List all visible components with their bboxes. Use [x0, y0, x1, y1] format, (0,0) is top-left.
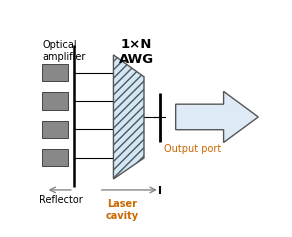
Text: Reflector: Reflector — [39, 196, 83, 205]
Text: Optical
amplifier: Optical amplifier — [42, 40, 86, 62]
Text: 1×N
AWG: 1×N AWG — [119, 38, 154, 66]
Bar — [42, 121, 68, 138]
Bar — [42, 92, 68, 110]
Text: Laser
cavity: Laser cavity — [106, 199, 139, 221]
Polygon shape — [113, 55, 144, 179]
Polygon shape — [176, 91, 258, 142]
Bar — [42, 64, 68, 81]
Text: Output port: Output port — [164, 144, 222, 154]
Bar — [42, 149, 68, 166]
